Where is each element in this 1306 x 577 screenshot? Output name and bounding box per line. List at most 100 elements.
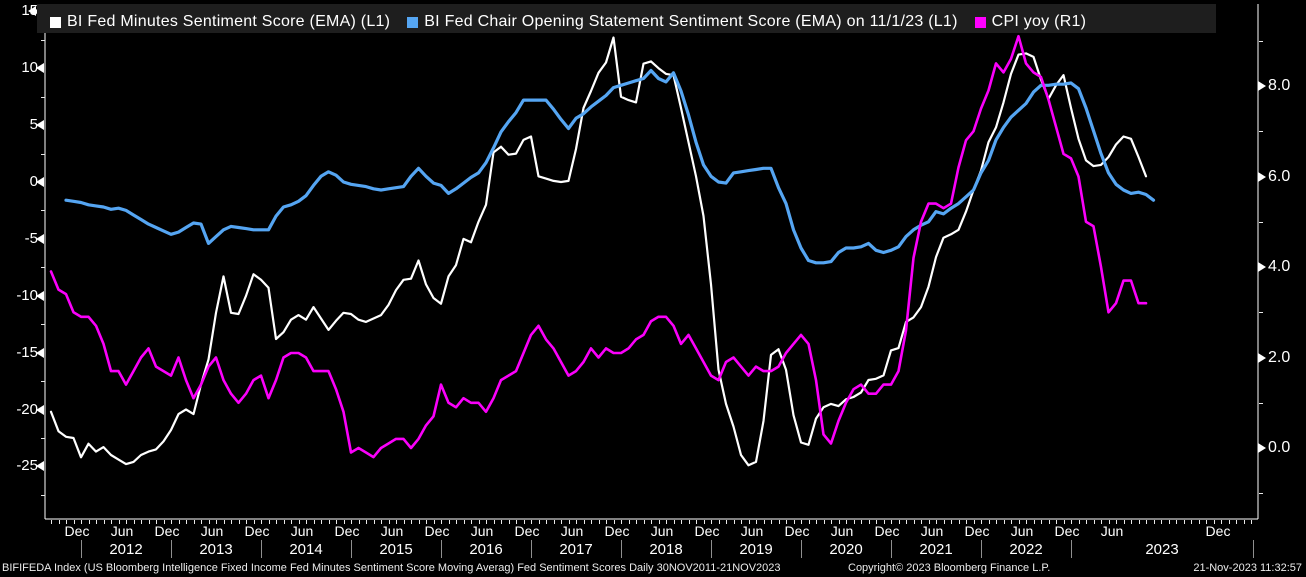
x-axis-year-label: 2012 [109, 541, 143, 558]
x-axis-minor-tick [1011, 520, 1012, 524]
right-axis-tick-label: 2.0 [1268, 348, 1291, 366]
x-axis-minor-tick [186, 520, 187, 524]
x-axis-minor-tick [651, 520, 652, 524]
right-axis-minor-tick [1259, 493, 1263, 494]
x-axis-minor-tick [1018, 520, 1020, 524]
x-axis-minor-tick [891, 520, 892, 524]
x-axis-minor-tick [936, 520, 937, 524]
x-axis-minor-tick [726, 520, 727, 524]
series-line-0 [49, 36, 1148, 467]
x-axis-minor-tick [613, 520, 615, 524]
x-axis-minor-tick [1071, 520, 1072, 524]
x-axis-minor-tick [538, 520, 540, 524]
x-axis-minor-tick [111, 520, 112, 524]
x-axis-minor-tick [418, 520, 420, 524]
x-axis-month-label: Jun [560, 523, 584, 539]
x-axis-minor-tick [373, 520, 375, 524]
x-axis-minor-tick [546, 520, 547, 524]
left-axis-minor-tick [41, 324, 45, 325]
x-axis-minor-tick [711, 520, 712, 524]
left-axis-tick-arrow-icon [36, 120, 44, 131]
x-axis-minor-tick [396, 520, 397, 524]
left-axis-tick-arrow-icon [36, 347, 44, 358]
x-axis-minor-tick [193, 520, 195, 524]
copyright-text: Copyright© 2023 Bloomberg Finance L.P. [848, 562, 1051, 574]
x-axis-minor-tick [1033, 520, 1035, 524]
x-axis-month-label: Dec [1054, 523, 1080, 539]
x-axis-minor-tick [268, 520, 270, 524]
x-axis-year-label: 2019 [739, 541, 773, 558]
x-axis-year-divider [621, 540, 622, 558]
x-axis-minor-tick [1206, 520, 1207, 524]
security-description: BIFIFEDA Index (US Bloomberg Intelligenc… [2, 562, 781, 574]
series-line-1 [64, 68, 1156, 265]
x-axis-minor-tick [658, 520, 660, 524]
x-axis-minor-tick [276, 520, 277, 524]
x-axis-minor-tick [1108, 520, 1110, 524]
right-axis-minor-tick [1259, 403, 1263, 404]
right-axis-tick-label: 6.0 [1268, 167, 1291, 185]
x-axis-minor-tick [73, 520, 75, 524]
x-axis-minor-tick [223, 520, 225, 524]
x-axis-minor-tick [523, 520, 525, 524]
x-axis-year-label: 2021 [919, 541, 953, 558]
x-axis-minor-tick [351, 520, 352, 524]
x-axis-year-divider [81, 540, 82, 558]
x-axis-month-label: Dec [514, 523, 540, 539]
x-axis-month-label: Jun [1100, 523, 1124, 539]
x-axis-minor-tick [81, 520, 82, 524]
x-axis-minor-tick [756, 520, 757, 524]
left-axis-tick-arrow-icon [36, 233, 44, 244]
x-axis-minor-tick [846, 520, 847, 524]
x-axis-year-divider [891, 540, 892, 558]
x-axis-minor-tick [801, 520, 802, 524]
x-axis-year-divider [441, 540, 442, 558]
left-axis-tick-arrow-icon [36, 404, 44, 415]
x-axis-minor-tick [343, 520, 345, 524]
x-axis-minor-tick [1116, 520, 1117, 524]
x-axis-minor-tick [358, 520, 360, 524]
left-axis-minor-tick [41, 438, 45, 439]
x-axis-year-divider [981, 540, 982, 558]
x-axis-minor-tick [906, 520, 907, 524]
legend-item-cpi: CPI yoy (R1) [974, 13, 1087, 31]
x-axis-minor-tick [733, 520, 735, 524]
left-axis-tick-label: 5 [29, 116, 38, 134]
x-axis-minor-tick [433, 520, 435, 524]
x-axis-minor-tick [568, 520, 570, 524]
x-axis-minor-tick [508, 520, 510, 524]
x-axis-minor-tick [1131, 520, 1132, 524]
legend-item-fed-minutes: BI Fed Minutes Sentiment Score (EMA) (L1… [50, 13, 390, 31]
x-axis-minor-tick [816, 520, 817, 524]
x-axis-minor-tick [1056, 520, 1057, 524]
x-axis-minor-tick [486, 520, 487, 524]
x-axis-minor-tick [718, 520, 720, 524]
x-axis-minor-tick [321, 520, 322, 524]
x-axis-year-label: 2014 [289, 541, 323, 558]
x-axis-month-label: Jun [740, 523, 764, 539]
x-axis-minor-tick [876, 520, 877, 524]
x-axis-minor-tick [381, 520, 382, 524]
x-axis-minor-tick [838, 520, 840, 524]
left-axis-minor-tick [41, 40, 45, 41]
x-axis-minor-tick [823, 520, 825, 524]
x-axis-minor-tick [1086, 520, 1087, 524]
x-axis-minor-tick [1048, 520, 1050, 524]
left-axis-tick-arrow-icon [36, 290, 44, 301]
x-axis-minor-tick [561, 520, 562, 524]
x-axis-minor-tick [1236, 520, 1237, 524]
x-axis-minor-tick [763, 520, 765, 524]
left-axis-minor-tick [41, 154, 45, 155]
x-axis-year-label: 2018 [649, 541, 683, 558]
left-axis-tick-arrow-icon [36, 461, 44, 472]
x-axis-minor-tick [1176, 520, 1177, 524]
x-axis-minor-tick [163, 520, 165, 524]
left-axis-minor-tick [41, 495, 45, 496]
x-axis-minor-tick [493, 520, 495, 524]
x-axis-minor-tick [1221, 520, 1222, 524]
x-axis-minor-tick [583, 520, 585, 524]
x-axis-year-divider [1071, 540, 1072, 558]
x-axis-minor-tick [306, 520, 307, 524]
x-axis-minor-tick [238, 520, 240, 524]
x-axis-minor-tick [853, 520, 855, 524]
